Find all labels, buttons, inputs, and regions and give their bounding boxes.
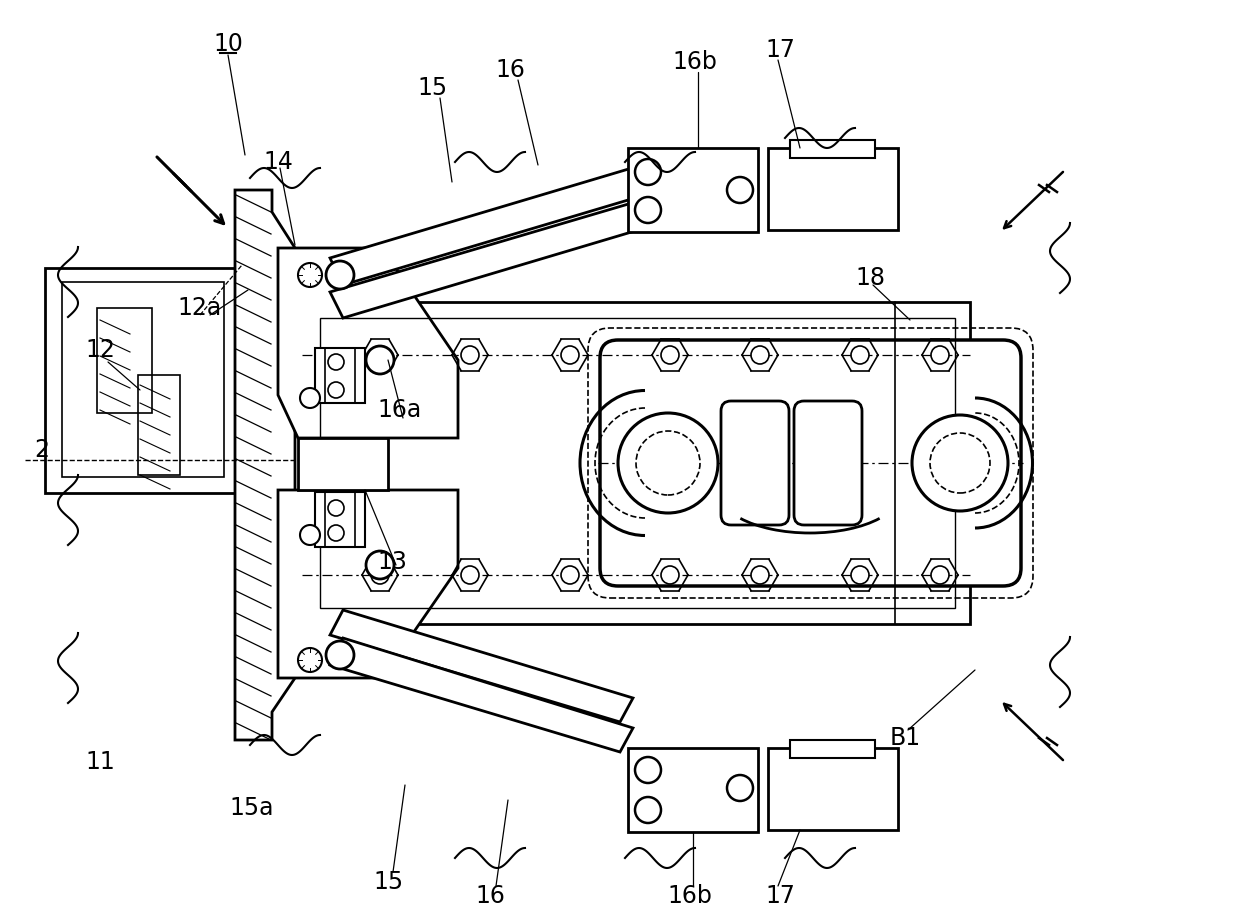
Circle shape <box>329 382 343 398</box>
Circle shape <box>727 177 753 203</box>
Text: 17: 17 <box>765 38 795 62</box>
Polygon shape <box>330 200 655 318</box>
Bar <box>790 740 875 758</box>
FancyBboxPatch shape <box>720 401 789 525</box>
Text: 16: 16 <box>495 58 525 82</box>
Text: 13: 13 <box>377 550 407 574</box>
Circle shape <box>326 641 353 669</box>
Polygon shape <box>330 610 632 722</box>
Text: 16b: 16b <box>672 50 718 74</box>
Circle shape <box>911 415 1008 511</box>
Bar <box>790 140 875 158</box>
Text: 12: 12 <box>86 338 115 362</box>
Circle shape <box>851 566 869 584</box>
Circle shape <box>931 566 949 584</box>
Polygon shape <box>627 148 758 232</box>
Text: 15: 15 <box>417 76 448 100</box>
Circle shape <box>727 775 753 801</box>
Circle shape <box>851 346 869 364</box>
Circle shape <box>300 388 320 408</box>
Circle shape <box>931 346 949 364</box>
Circle shape <box>461 566 479 584</box>
Circle shape <box>371 566 389 584</box>
Bar <box>97 308 153 413</box>
Polygon shape <box>236 190 295 740</box>
Polygon shape <box>627 748 758 832</box>
Circle shape <box>366 346 394 374</box>
Text: 12a: 12a <box>177 296 222 320</box>
Circle shape <box>371 346 389 364</box>
Circle shape <box>461 346 479 364</box>
FancyBboxPatch shape <box>794 401 862 525</box>
Bar <box>315 348 365 403</box>
Bar <box>62 282 224 477</box>
Circle shape <box>329 354 343 370</box>
FancyBboxPatch shape <box>600 340 1021 586</box>
Bar <box>768 748 898 830</box>
Circle shape <box>329 525 343 541</box>
Circle shape <box>329 500 343 516</box>
Circle shape <box>560 346 579 364</box>
Polygon shape <box>330 638 632 752</box>
Circle shape <box>751 566 769 584</box>
Circle shape <box>635 197 661 223</box>
Circle shape <box>298 263 322 287</box>
Text: 14: 14 <box>263 150 293 174</box>
Text: 16: 16 <box>475 884 505 908</box>
Text: 15: 15 <box>373 870 403 894</box>
Circle shape <box>661 566 680 584</box>
Text: B1: B1 <box>889 726 920 750</box>
Circle shape <box>635 159 661 185</box>
Bar <box>138 375 180 475</box>
Polygon shape <box>330 165 655 285</box>
Bar <box>298 438 388 490</box>
Circle shape <box>366 551 394 579</box>
Text: 16a: 16a <box>378 398 422 422</box>
Polygon shape <box>278 248 458 438</box>
Text: 10: 10 <box>213 32 243 56</box>
Text: 11: 11 <box>86 750 115 774</box>
Text: 15a: 15a <box>229 796 274 820</box>
Circle shape <box>560 566 579 584</box>
Circle shape <box>636 431 701 495</box>
Circle shape <box>930 433 990 493</box>
Circle shape <box>635 757 661 783</box>
Circle shape <box>300 525 320 545</box>
Bar <box>45 268 241 493</box>
Text: 18: 18 <box>856 266 885 290</box>
Text: 2: 2 <box>35 438 50 462</box>
Circle shape <box>298 648 322 672</box>
Text: 17: 17 <box>765 884 795 908</box>
Circle shape <box>326 261 353 289</box>
Circle shape <box>635 797 661 823</box>
Text: 16b: 16b <box>667 884 713 908</box>
Circle shape <box>618 413 718 513</box>
Bar <box>303 302 970 624</box>
Circle shape <box>661 346 680 364</box>
Bar <box>315 492 365 547</box>
Bar <box>320 318 955 608</box>
Polygon shape <box>278 490 458 678</box>
Circle shape <box>751 346 769 364</box>
Bar <box>768 148 898 230</box>
